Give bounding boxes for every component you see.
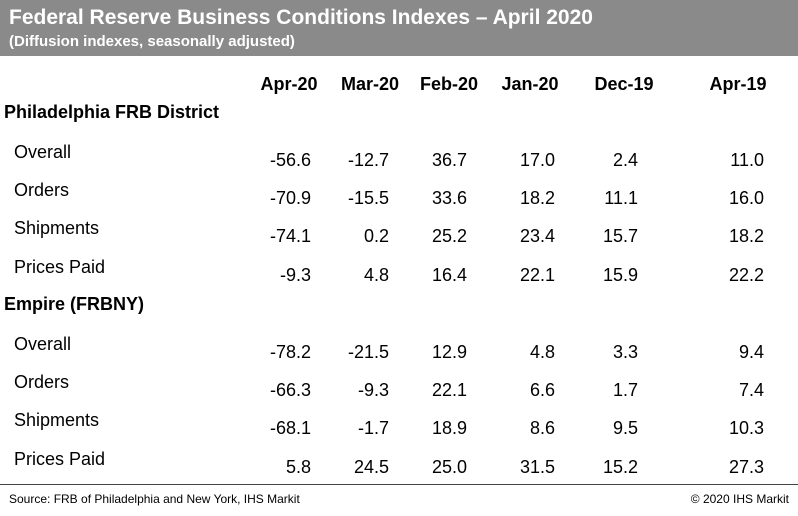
table-cell: 22.1: [431, 380, 467, 400]
section-heading: Philadelphia FRB District: [4, 102, 220, 122]
column-header: Feb-20: [419, 74, 479, 94]
table-cell: 9.5: [612, 418, 638, 438]
table-cell: -74.1: [269, 226, 311, 246]
table-cell: 23.4: [519, 226, 555, 246]
table-cell: 18.2: [728, 226, 764, 246]
table-cell: 16.4: [431, 265, 467, 285]
row-label: Overall: [14, 334, 72, 354]
table-cell: 10.3: [728, 418, 764, 438]
table-cell: 25.2: [431, 226, 467, 246]
table-cell: 18.2: [519, 188, 555, 208]
column-header: Jan-20: [501, 74, 559, 94]
table-cell: 3.3: [612, 342, 638, 362]
source-note: Source: FRB of Philadelphia and New York…: [9, 492, 300, 506]
table-cell: 0.2: [363, 226, 389, 246]
table-cell: 11.0: [730, 150, 764, 170]
table-cell: -9.3: [279, 265, 311, 285]
table-cell: 31.5: [519, 457, 555, 477]
row-label: Shipments: [14, 410, 100, 430]
table-cell: -66.3: [269, 380, 311, 400]
table-cell: -21.5: [347, 342, 389, 362]
chart-title: Federal Reserve Business Conditions Inde…: [9, 6, 593, 29]
row-label: Prices Paid: [14, 449, 106, 469]
table-cell: 5.8: [285, 457, 311, 477]
table-cell: -1.7: [357, 418, 389, 438]
footer-divider: [0, 484, 798, 485]
table-cell: 7.4: [738, 380, 764, 400]
table-cell: -68.1: [269, 418, 311, 438]
section-heading: Empire (FRBNY): [4, 294, 145, 314]
table-cell: 15.9: [602, 265, 638, 285]
table-cell: 16.0: [728, 188, 764, 208]
row-label: Overall: [14, 142, 72, 162]
table-cell: 2.4: [612, 150, 638, 170]
table-cell: 4.8: [363, 265, 389, 285]
table-cell: 25.0: [431, 457, 467, 477]
column-header: Dec-19: [594, 74, 654, 94]
column-header: Apr-20: [260, 74, 318, 94]
table-cell: 6.6: [529, 380, 555, 400]
row-label: Orders: [14, 372, 70, 392]
table-cell: 33.6: [431, 188, 467, 208]
table-cell: 17.0: [519, 150, 555, 170]
table-cell: 1.7: [612, 380, 638, 400]
title-bar: Federal Reserve Business Conditions Inde…: [0, 0, 798, 56]
column-header: Apr-19: [709, 74, 767, 94]
table-cell: -15.5: [347, 188, 389, 208]
table-cell: 11.1: [604, 188, 638, 208]
table-cell: -12.7: [347, 150, 389, 170]
table-cell: 4.8: [529, 342, 555, 362]
copyright-note: © 2020 IHS Markit: [690, 492, 789, 506]
table-cell: 8.6: [529, 418, 555, 438]
table-cell: 15.2: [602, 457, 638, 477]
table-cell: 15.7: [602, 226, 638, 246]
table-cell: 27.3: [728, 457, 764, 477]
table-cell: 9.4: [738, 342, 764, 362]
table-cell: -9.3: [357, 380, 389, 400]
row-label: Shipments: [14, 218, 100, 238]
row-label: Prices Paid: [14, 257, 106, 277]
table-cell: 22.2: [728, 265, 764, 285]
table-cell: -70.9: [269, 188, 311, 208]
chart-subtitle: (Diffusion indexes, seasonally adjusted): [9, 33, 295, 50]
table-cell: 18.9: [431, 418, 467, 438]
table-cell: 22.1: [519, 265, 555, 285]
table-cell: 24.5: [353, 457, 389, 477]
table-cell: 12.9: [431, 342, 467, 362]
table-cell: 36.7: [431, 150, 467, 170]
table-cell: -78.2: [269, 342, 311, 362]
column-header: Mar-20: [340, 74, 400, 94]
table-cell: -56.6: [269, 150, 311, 170]
row-label: Orders: [14, 180, 70, 200]
